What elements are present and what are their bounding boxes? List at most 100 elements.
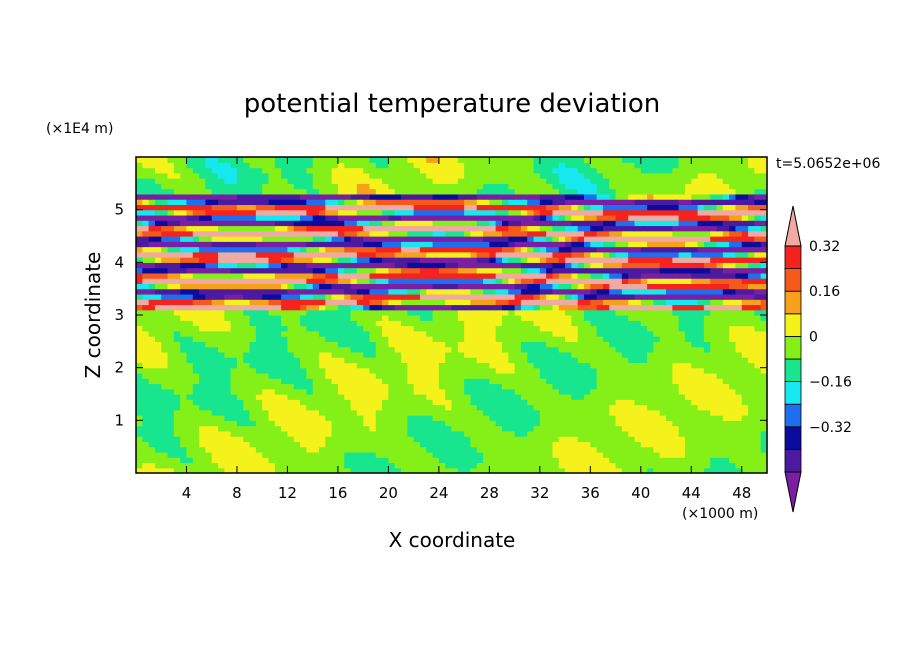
contour-cell [337, 257, 345, 263]
contour-cell [312, 420, 320, 427]
contour-cell [180, 283, 188, 290]
contour-cell [716, 367, 724, 374]
contour-cell [148, 278, 156, 284]
contour-cell [729, 357, 737, 363]
contour-cell [527, 446, 535, 453]
contour-cell [192, 462, 200, 469]
contour-cell [584, 430, 591, 437]
contour-cell [142, 320, 150, 327]
contour-cell [501, 272, 509, 279]
contour-cell [426, 367, 434, 374]
contour-cell [722, 325, 730, 332]
contour-cell [672, 409, 680, 416]
contour-cell [697, 315, 705, 321]
contour-cell [173, 430, 181, 437]
contour-cell [640, 341, 648, 348]
contour-cell [495, 451, 503, 458]
contour-cell [192, 346, 200, 353]
contour-cell [697, 415, 705, 421]
contour-cell [546, 462, 554, 469]
contour-cell [558, 283, 566, 290]
contour-cell [489, 288, 497, 295]
contour-cell [552, 283, 560, 290]
contour-cell [167, 293, 175, 300]
contour-cell [192, 415, 200, 421]
contour-cell [691, 283, 699, 290]
contour-cell [621, 399, 629, 406]
contour-cell [426, 378, 434, 385]
contour-cell [546, 367, 554, 374]
contour-cell [527, 225, 535, 232]
contour-cell [760, 330, 768, 337]
contour-cell [401, 394, 408, 400]
contour-cell [609, 251, 617, 258]
contour-cell [426, 272, 434, 279]
contour-cell [590, 241, 598, 248]
contour-cell [224, 351, 232, 358]
contour-cell [489, 220, 497, 227]
contour-cell [394, 330, 402, 337]
contour-cell [565, 446, 572, 453]
contour-cell [192, 367, 200, 374]
contour-cell [154, 467, 162, 474]
contour-cell [161, 214, 169, 221]
contour-cell [571, 272, 579, 279]
contour-cell [760, 420, 768, 427]
contour-cell [262, 362, 270, 369]
contour-cell [136, 357, 143, 363]
contour-cell [501, 309, 509, 316]
contour-cell [205, 372, 213, 379]
contour-cell [615, 441, 623, 448]
contour-cell [249, 404, 257, 411]
contour-cell [659, 362, 667, 369]
contour-cell [508, 320, 516, 327]
contour-cell [274, 262, 282, 269]
contour-cell [243, 209, 251, 216]
contour-cell [558, 394, 566, 400]
contour-cell [489, 299, 497, 306]
contour-cell [691, 399, 699, 406]
contour-cell [268, 267, 276, 274]
contour-cell [161, 441, 169, 448]
contour-cell [584, 367, 591, 374]
contour-cell [142, 404, 150, 411]
contour-cell [546, 251, 554, 258]
contour-cell [483, 267, 490, 274]
contour-cell [413, 251, 421, 258]
contour-cell [274, 367, 282, 374]
contour-cell [287, 372, 295, 379]
contour-cell [199, 446, 207, 453]
contour-cell [173, 415, 181, 421]
contour-cell [483, 272, 490, 279]
contour-cell [520, 425, 528, 432]
contour-cell [192, 315, 200, 321]
contour-cell [243, 267, 251, 274]
contour-cell [697, 257, 705, 263]
contour-cell [678, 446, 686, 453]
contour-cell [495, 299, 503, 306]
contour-cell [274, 409, 282, 416]
contour-cell [337, 351, 345, 358]
contour-cell [287, 436, 295, 442]
contour-cell [659, 467, 667, 474]
contour-cell [369, 330, 377, 337]
contour-cell [577, 446, 585, 453]
contour-cell [710, 346, 718, 353]
contour-cell [218, 283, 225, 290]
contour-cell [186, 430, 194, 437]
contour-cell [584, 415, 591, 421]
contour-cell [438, 214, 446, 221]
contour-cell [369, 383, 377, 390]
contour-cell [464, 420, 472, 427]
contour-cell [489, 336, 497, 342]
contour-cell [211, 425, 219, 432]
contour-cell [508, 251, 516, 258]
contour-cell [684, 209, 692, 216]
contour-cell [426, 251, 434, 258]
contour-cell [426, 451, 434, 458]
contour-cell [438, 436, 446, 442]
contour-cell [369, 451, 377, 458]
contour-cell [186, 341, 194, 348]
contour-cell [684, 404, 692, 411]
contour-cell [640, 236, 648, 242]
